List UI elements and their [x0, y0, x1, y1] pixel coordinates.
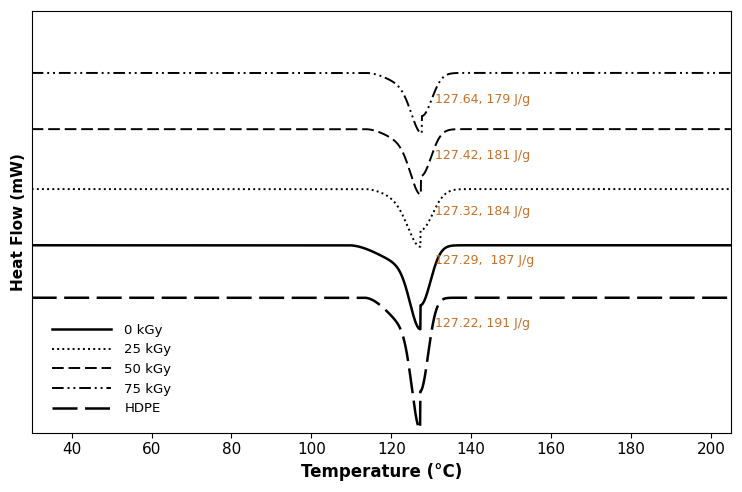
- Legend: 0 kGy, 25 kGy, 50 kGy, 75 kGy, HDPE: 0 kGy, 25 kGy, 50 kGy, 75 kGy, HDPE: [45, 317, 178, 422]
- Text: 127.22, 191 J/g: 127.22, 191 J/g: [436, 317, 531, 331]
- Text: 127.29,  187 J/g: 127.29, 187 J/g: [436, 254, 534, 267]
- Text: 127.32, 184 J/g: 127.32, 184 J/g: [436, 205, 531, 218]
- X-axis label: Temperature (°C): Temperature (°C): [301, 463, 462, 481]
- Y-axis label: Heat Flow (mW): Heat Flow (mW): [11, 153, 26, 291]
- Text: 127.64, 179 J/g: 127.64, 179 J/g: [436, 92, 531, 106]
- Text: 127.42, 181 J/g: 127.42, 181 J/g: [436, 149, 531, 162]
